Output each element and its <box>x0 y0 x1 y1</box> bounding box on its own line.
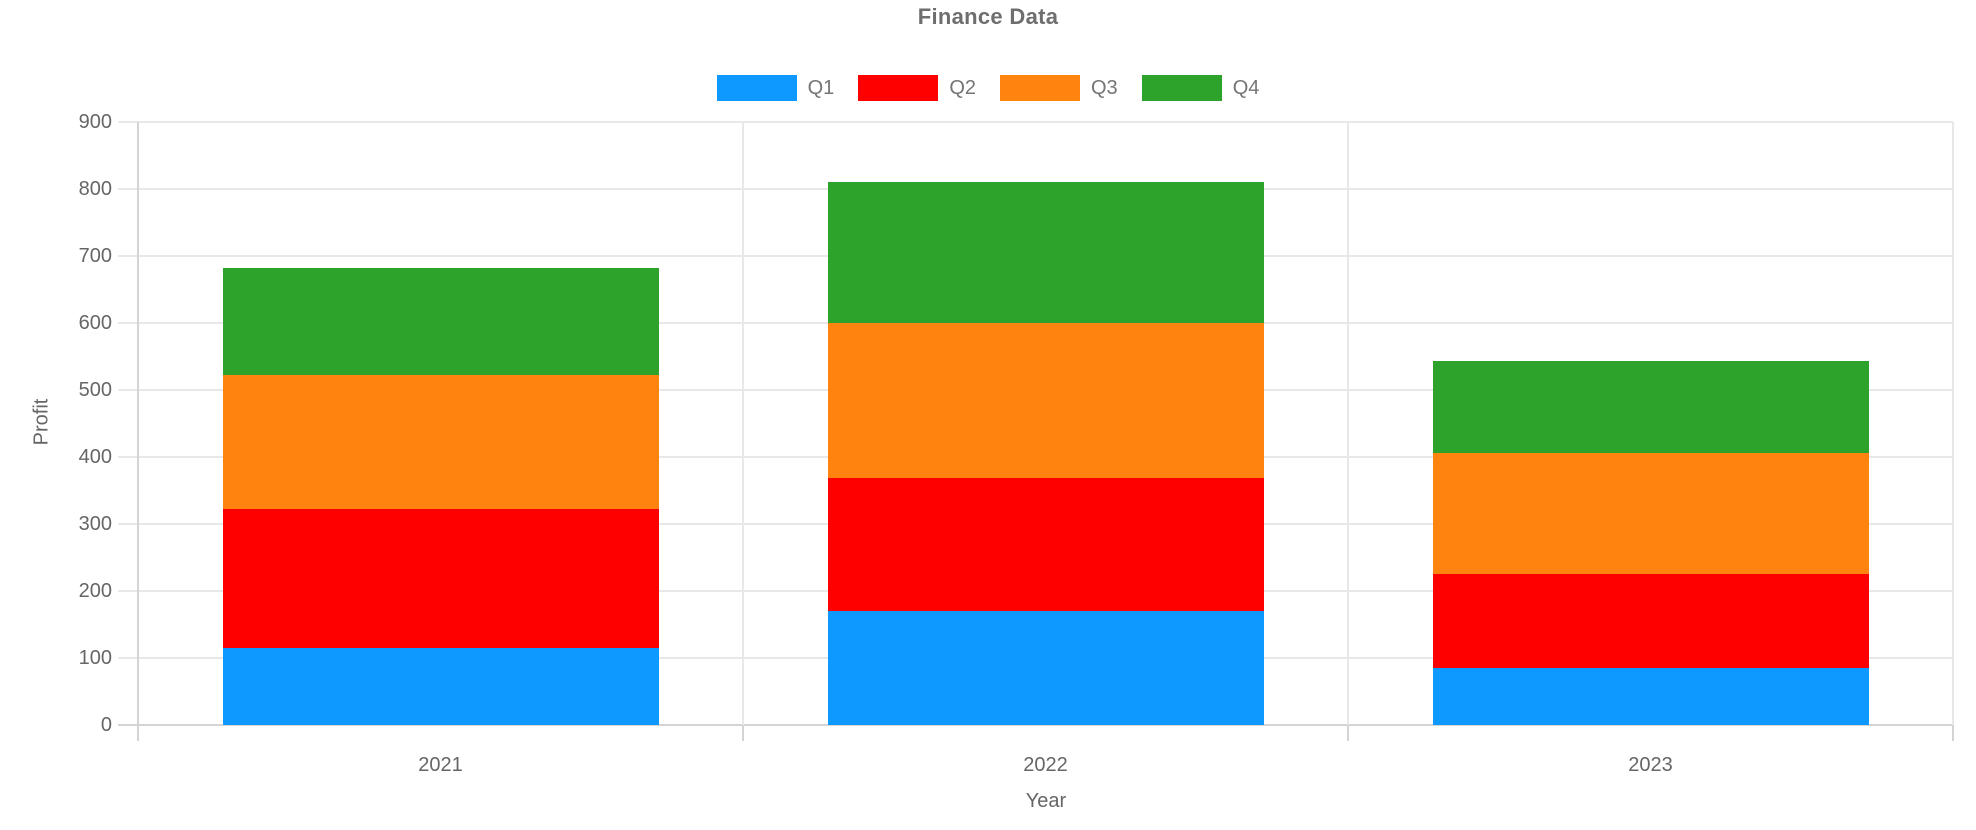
legend-label: Q4 <box>1232 76 1260 99</box>
y-axis-tick-label: 800 <box>78 178 112 200</box>
y-axis-tick-label: 600 <box>78 312 112 334</box>
bar-segment-2021-q1 <box>222 647 659 725</box>
legend-swatch-q4 <box>1141 75 1222 101</box>
bar-segment-2023-q4 <box>1432 360 1869 453</box>
legend-swatch-q3 <box>1000 75 1080 101</box>
bar-segment-2022-q1 <box>827 611 1264 725</box>
y-axis-tick-label: 900 <box>78 111 112 133</box>
legend-item-q1[interactable]: Q1 <box>716 75 835 101</box>
x-axis-tick <box>1347 725 1349 741</box>
x-axis-tick <box>1952 725 1954 741</box>
x-axis-tick-label: 2022 <box>1023 754 1068 776</box>
y-axis-tick-label: 0 <box>100 714 112 736</box>
bar-segment-2021-q3 <box>222 375 659 510</box>
x-axis-tick <box>742 725 744 741</box>
bar-segment-2023-q3 <box>1432 452 1869 575</box>
chart-title: Finance Data <box>917 4 1059 29</box>
legend-item-q2[interactable]: Q2 <box>858 75 976 101</box>
legend-item-q3[interactable]: Q3 <box>1000 75 1118 101</box>
y-axis-tick-label: 200 <box>78 580 112 602</box>
legend-label: Q3 <box>1091 76 1118 99</box>
y-axis-tick-label: 400 <box>78 446 112 468</box>
category-separator-line <box>1952 122 1954 725</box>
bar-segment-2022-q3 <box>827 323 1264 479</box>
y-axis-title: Profit <box>30 398 53 446</box>
y-axis-tick-label: 300 <box>78 513 112 535</box>
legend: Q1 Q2 Q3 Q4 <box>0 75 1976 101</box>
legend-item-q4[interactable]: Q4 <box>1141 75 1260 101</box>
x-axis-tick-label: 2021 <box>418 754 463 776</box>
bar-segment-2023-q1 <box>1432 668 1869 725</box>
bar-segment-2023-q2 <box>1432 574 1869 669</box>
x-axis-tick-label: 2023 <box>1628 754 1673 776</box>
category-separator-line <box>1347 122 1349 725</box>
x-axis-title: Year <box>1025 790 1067 812</box>
x-axis-tick <box>137 725 139 741</box>
legend-swatch-q2 <box>858 75 939 101</box>
legend-swatch-q1 <box>716 75 797 101</box>
bar-segment-2021-q2 <box>222 509 659 648</box>
y-axis-line <box>137 122 139 725</box>
y-axis-tick-label: 500 <box>78 379 112 401</box>
bar-segment-2022-q2 <box>827 478 1264 612</box>
legend-label: Q1 <box>807 76 835 99</box>
bar-segment-2021-q4 <box>222 268 659 376</box>
y-axis-tick-label: 100 <box>78 647 112 669</box>
gridline <box>118 121 1953 123</box>
gridline <box>118 724 1953 726</box>
legend-label: Q2 <box>949 76 976 99</box>
category-separator-line <box>742 122 744 725</box>
bar-segment-2022-q4 <box>827 182 1264 323</box>
y-axis-tick-label: 700 <box>78 245 112 267</box>
